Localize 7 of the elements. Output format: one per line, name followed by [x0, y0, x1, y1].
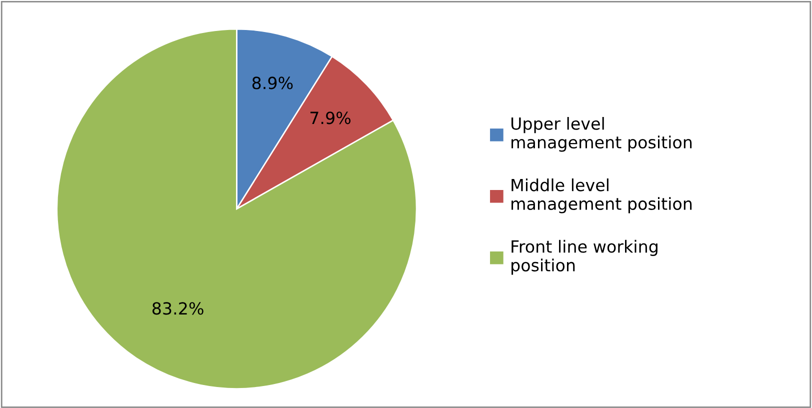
data-label: 83.2%	[152, 302, 204, 315]
pie-slice	[56, 28, 418, 390]
legend-label: Middle level management position	[512, 178, 692, 214]
legend-label: Upper level management position	[511, 116, 692, 152]
legend-label: Front line working position	[512, 240, 658, 275]
data-label: 7.9%	[310, 112, 351, 124]
data-label: 8.9%	[252, 76, 293, 90]
